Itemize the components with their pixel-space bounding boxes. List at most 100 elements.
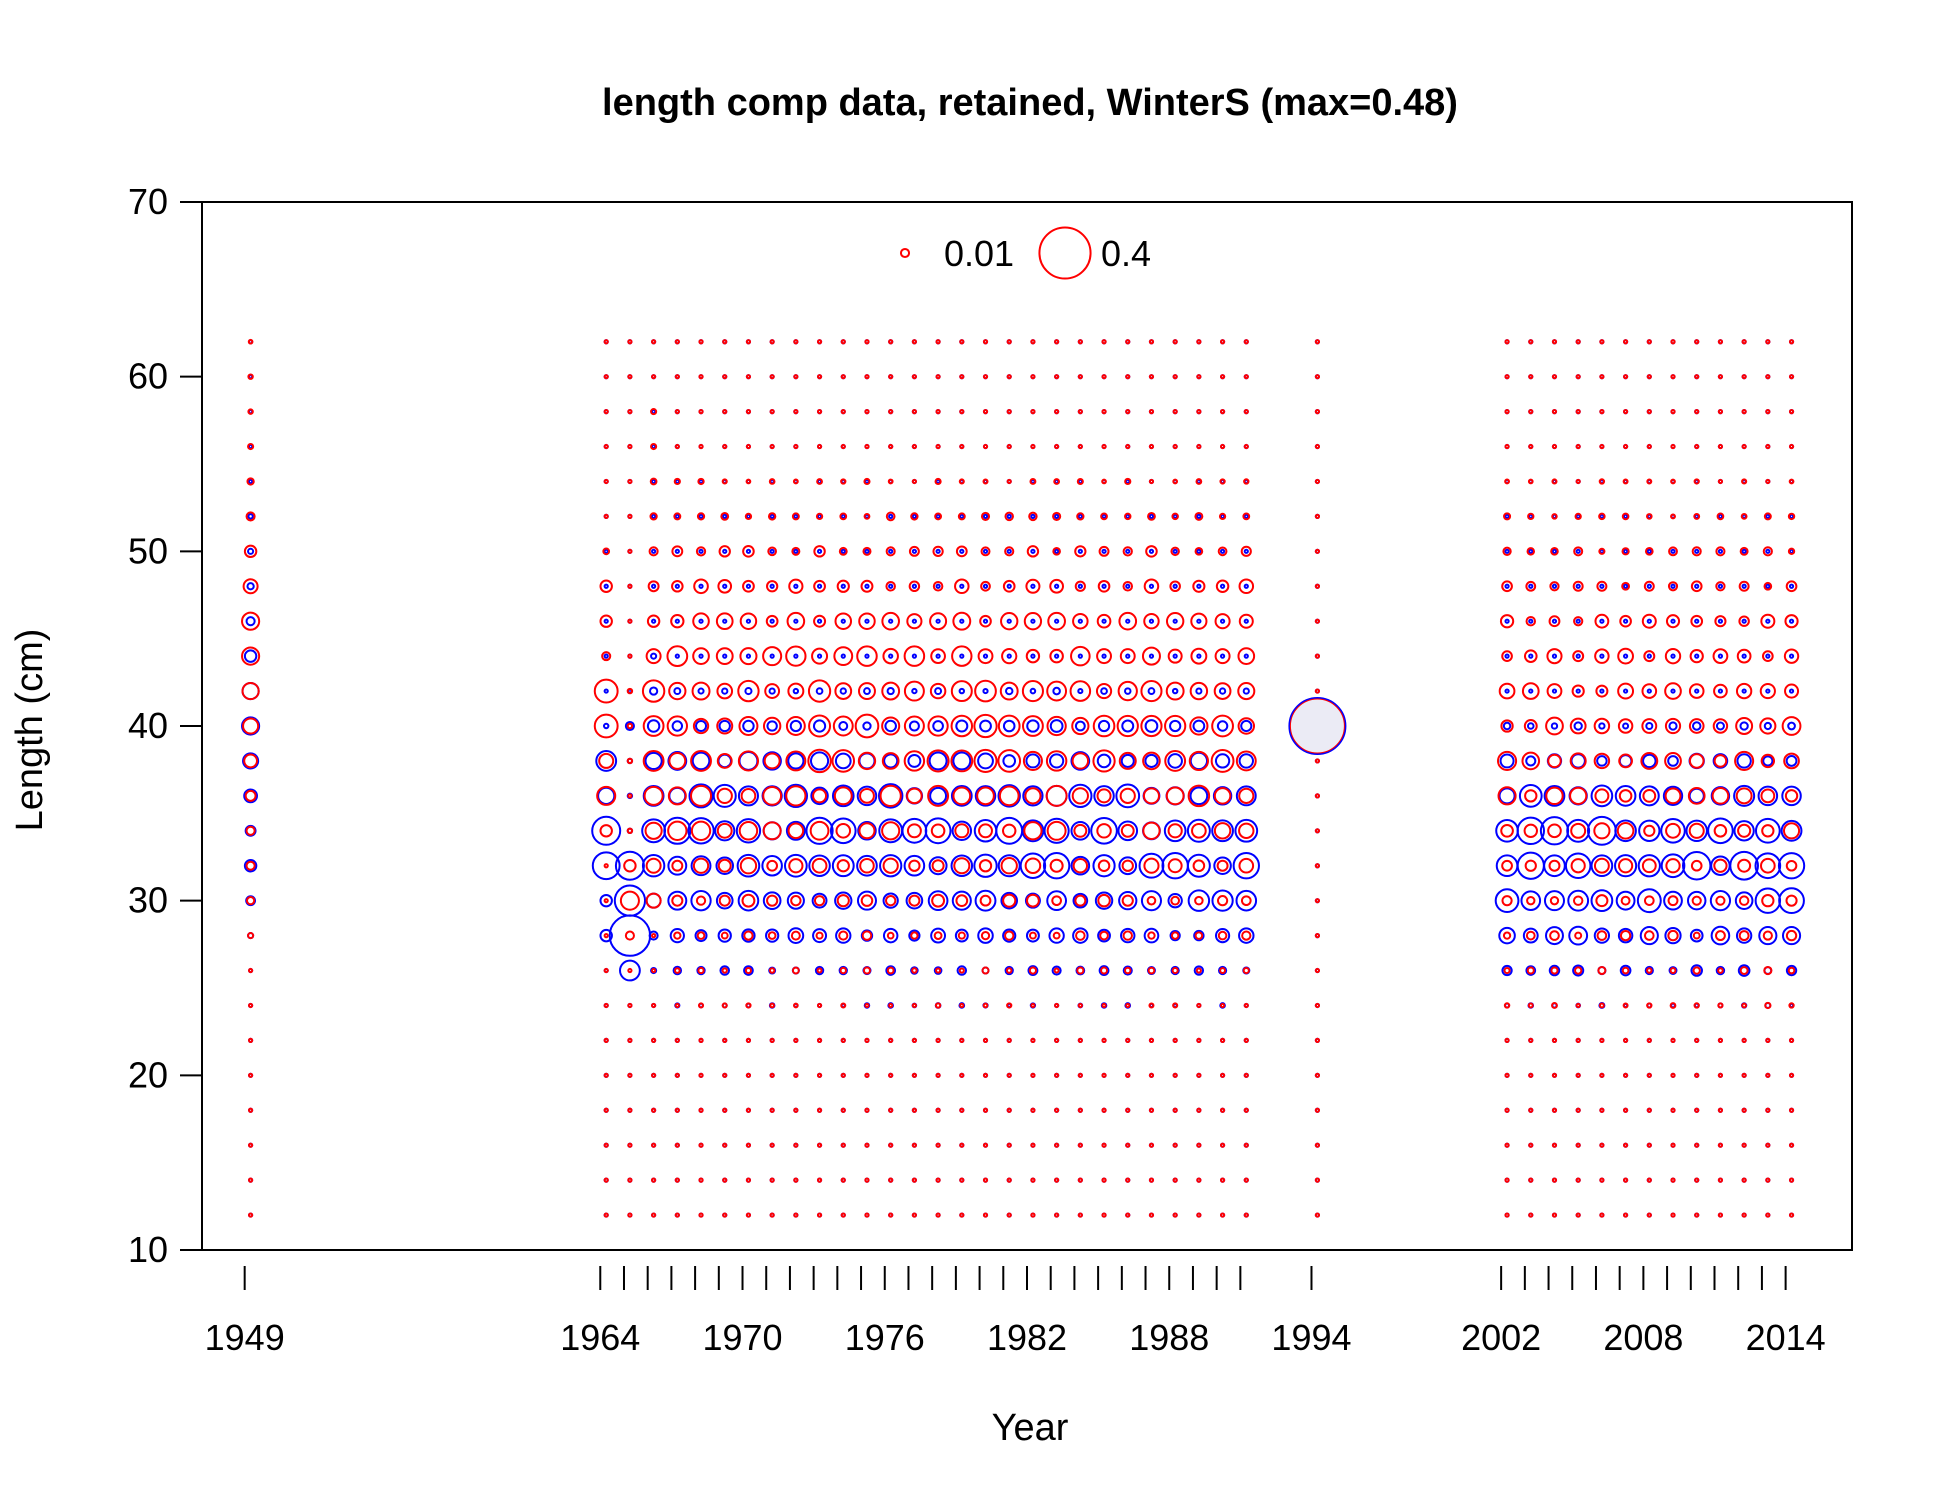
bubble-blue xyxy=(903,854,926,877)
bubble-red xyxy=(696,931,706,940)
bubble-red xyxy=(603,1002,609,1009)
bubble-red xyxy=(1314,583,1321,589)
bubble-red xyxy=(247,1072,254,1078)
bubble-red xyxy=(1788,339,1795,345)
bubble-red xyxy=(1622,374,1629,380)
bubble-red xyxy=(1551,1212,1558,1218)
bubble-red xyxy=(1172,374,1178,380)
bubble-red xyxy=(1622,1002,1629,1009)
bubble-blue xyxy=(698,548,704,554)
bubble-blue xyxy=(840,513,846,520)
bubble-red xyxy=(1717,409,1724,415)
bubble-red xyxy=(1551,1037,1558,1044)
bubble-blue xyxy=(715,856,734,875)
bubble-red xyxy=(1167,858,1183,874)
bubble-blue xyxy=(1590,854,1614,878)
bubble-red xyxy=(816,443,823,450)
bubble-red xyxy=(932,545,944,557)
bubble-red xyxy=(1099,930,1109,941)
bubble-red xyxy=(1763,512,1772,521)
bubble-blue xyxy=(1575,688,1581,694)
bubble-blue xyxy=(1148,618,1155,624)
bubble-red xyxy=(886,966,895,975)
bubble-red xyxy=(243,544,258,559)
bubble-blue xyxy=(982,548,989,554)
bubble-red xyxy=(950,680,973,703)
bubble-red xyxy=(1092,749,1116,773)
bubble-red xyxy=(1551,1002,1558,1009)
bubble-red xyxy=(1717,339,1724,345)
bubble-red xyxy=(1054,1177,1060,1183)
bubble-red xyxy=(1196,443,1202,450)
bubble-red xyxy=(1575,1037,1581,1044)
bubble-red xyxy=(651,1002,657,1009)
bubble-blue xyxy=(599,928,613,943)
bubble-blue xyxy=(1741,583,1747,589)
bubble-red xyxy=(245,825,256,836)
bubble-red xyxy=(1219,1212,1226,1218)
bubble-red xyxy=(1142,821,1161,840)
bubble-blue xyxy=(674,653,680,659)
bubble-red xyxy=(1030,1037,1036,1044)
bubble-blue xyxy=(1586,815,1617,846)
bubble-red xyxy=(1501,650,1513,662)
bubble-red xyxy=(1598,478,1606,485)
bubble-blue xyxy=(1733,820,1755,842)
bubble-red xyxy=(1741,1072,1747,1078)
bubble-red xyxy=(911,443,917,450)
bubble-blue xyxy=(877,783,904,809)
bubble-blue xyxy=(742,719,755,733)
bubble-red xyxy=(840,1107,846,1113)
bubble-red xyxy=(816,409,823,415)
bubble-red xyxy=(1025,578,1041,594)
bubble-blue xyxy=(595,750,618,772)
bubble-red xyxy=(1170,931,1180,940)
bubble-blue xyxy=(1054,583,1060,589)
bubble-red xyxy=(1646,1107,1652,1113)
bubble-blue xyxy=(1170,965,1180,976)
bubble-red xyxy=(812,788,828,804)
bubble-red xyxy=(785,785,807,807)
bubble-blue xyxy=(1002,928,1017,943)
bubble-red xyxy=(1074,580,1086,592)
bubble-blue xyxy=(1614,854,1638,878)
bubble-blue xyxy=(958,687,966,695)
bubble-red xyxy=(1314,1002,1321,1009)
bubble-red xyxy=(1569,786,1588,805)
bubble-red xyxy=(1741,1107,1747,1113)
bubble-red xyxy=(698,1107,704,1113)
bubble-blue xyxy=(1054,653,1060,659)
bubble-red xyxy=(745,374,752,380)
bubble-blue xyxy=(1690,964,1703,977)
bubble-blue xyxy=(1528,653,1534,659)
bubble-blue xyxy=(769,583,775,589)
bubble-red xyxy=(790,894,802,907)
bubble-blue xyxy=(1520,890,1542,911)
bubble-red xyxy=(935,1072,941,1078)
bubble-red xyxy=(1125,1212,1131,1218)
bubble-red xyxy=(1735,682,1753,700)
bubble-red xyxy=(787,822,805,840)
bubble-blue xyxy=(810,751,830,771)
bubble-red xyxy=(813,614,827,628)
bubble-red xyxy=(627,1142,633,1148)
bubble-blue xyxy=(982,653,989,659)
bubble-red xyxy=(840,1212,846,1218)
bubble-red xyxy=(1097,859,1111,872)
bubble-blue xyxy=(1196,548,1202,554)
bubble-blue xyxy=(1644,965,1654,976)
bubble-blue xyxy=(1637,854,1661,878)
bubble-red xyxy=(626,757,634,765)
bubble-blue xyxy=(1548,964,1561,977)
bubble-blue xyxy=(1734,891,1754,910)
bubble-blue xyxy=(687,817,715,845)
bubble-red xyxy=(1528,374,1534,380)
bubble-red xyxy=(1172,1107,1178,1113)
bubble-blue xyxy=(1599,653,1605,659)
bubble-red xyxy=(1736,648,1752,664)
bubble-blue xyxy=(1219,583,1226,589)
bubble-blue xyxy=(864,653,870,659)
bubble-blue xyxy=(1070,820,1091,841)
bubble-red xyxy=(722,374,728,380)
bubble-red xyxy=(1072,612,1089,630)
